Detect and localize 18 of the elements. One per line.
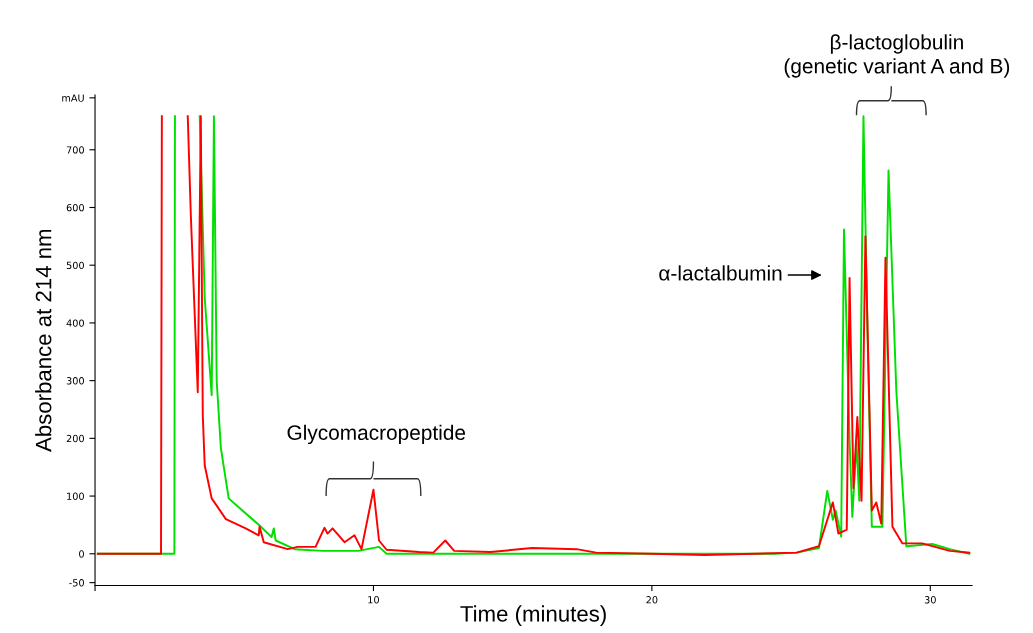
x-tick-label: 20 [646,596,658,604]
y-tick-label: 300 [66,377,84,385]
y-tick-label: 200 [66,434,84,443]
annotation: Glycomacropeptide [287,424,466,445]
y-tick-label: 600 [66,203,84,212]
x-axis-title: Time (minutes) [460,605,606,627]
y-tick-label: 100 [67,492,84,500]
y-tick-label: mAU [62,94,84,102]
y-axis-title: Absorbance at 214 nm [35,229,52,452]
x-tick-label: 30 [924,596,936,604]
y-tick-label: 400 [66,319,84,327]
y-tick-label: 0 [79,550,84,558]
y-tick-label: 500 [66,261,84,270]
y-tick-label: -50 [69,579,84,587]
text: β-lactoglobulin (genetic variant A and B) [784,34,1010,78]
x-tick-label: 10 [368,596,379,604]
y-tick-label: 700 [66,146,84,154]
annotation: α-lactalbumin [659,265,782,281]
